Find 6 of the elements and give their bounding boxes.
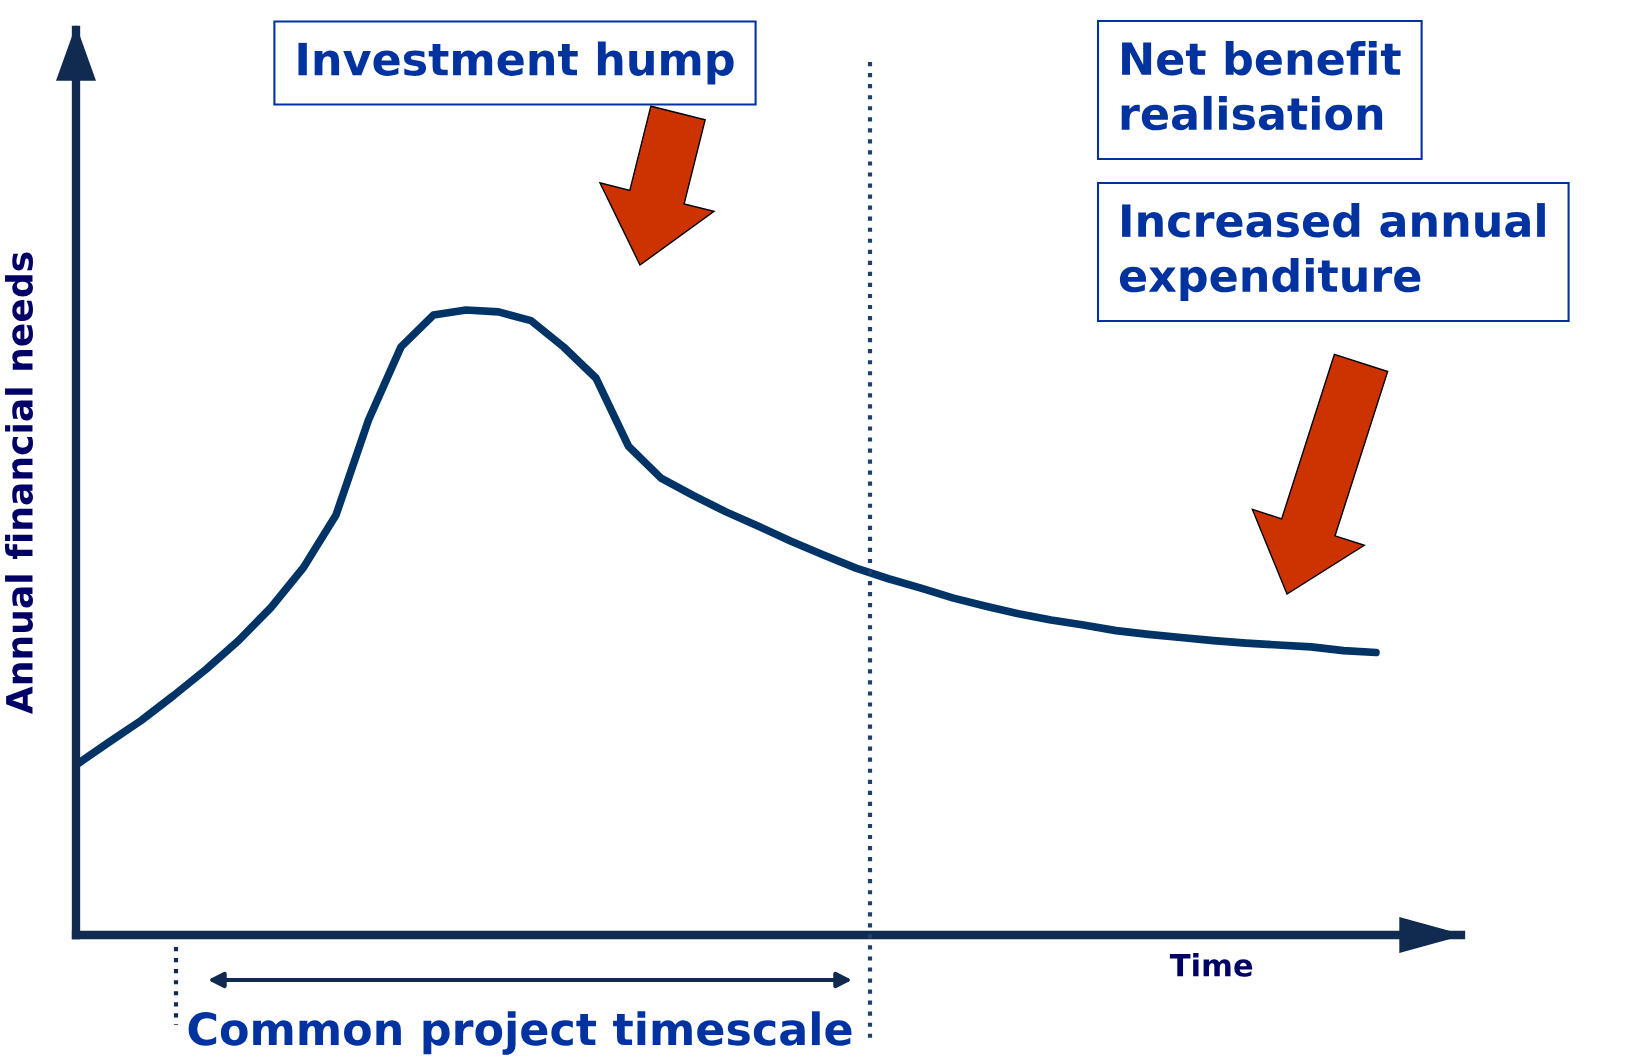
x-axis-title: Time [1169,953,1253,977]
text: Increased annual expenditure [1119,203,1545,301]
text: Net benefit realisation [1121,41,1401,131]
text: Investment hump [298,41,734,85]
y-axis-title: Annual financial needs [5,252,33,715]
text: Common project timescale [188,1011,852,1055]
